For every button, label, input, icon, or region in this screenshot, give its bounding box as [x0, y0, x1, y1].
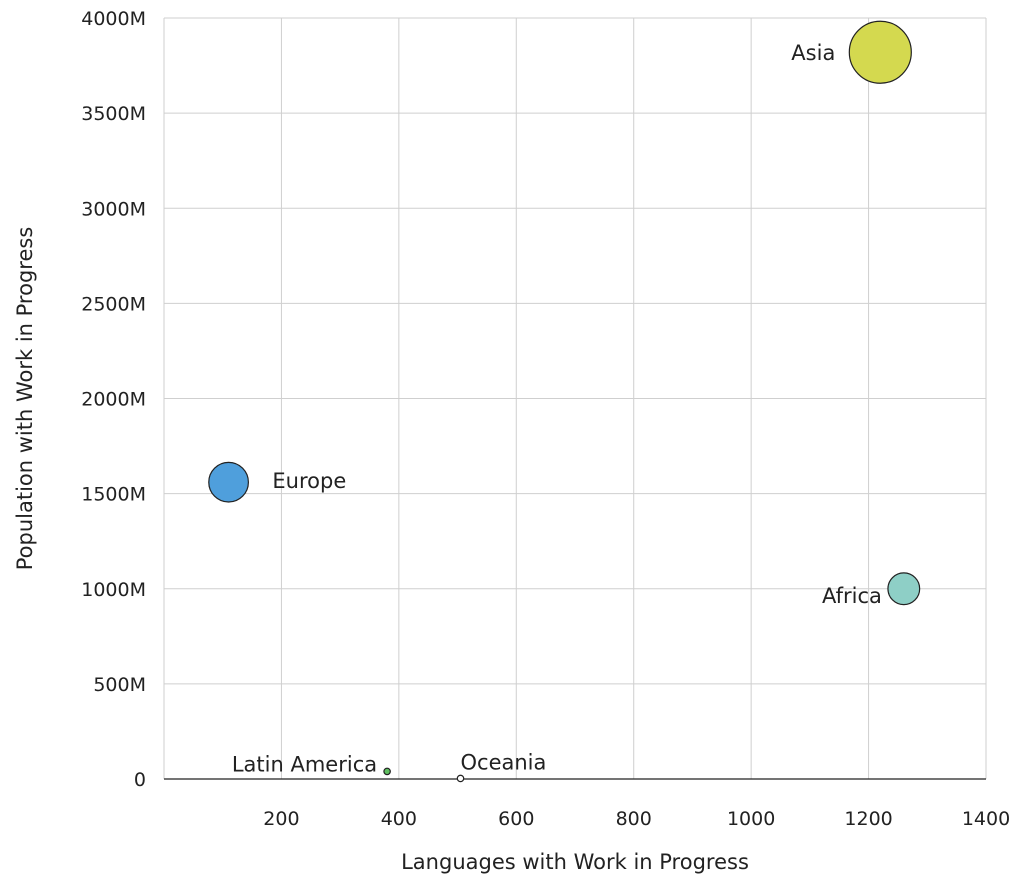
- grid: [163, 17, 987, 779]
- x-tick-label: 400: [381, 808, 417, 830]
- x-axis-title: Languages with Work in Progress: [401, 850, 749, 874]
- point-label-asia: Asia: [791, 41, 835, 65]
- y-axis-title: Population with Work in Progress: [13, 227, 37, 571]
- x-tick-label: 1400: [962, 808, 1010, 830]
- bubble-asia: [848, 20, 912, 84]
- bubble-europe: [208, 461, 249, 503]
- y-tick-label: 2000M: [81, 389, 146, 411]
- point-label-europe: Europe: [272, 469, 346, 493]
- y-tick-label: 4000M: [81, 8, 146, 30]
- y-tick-label: 1000M: [81, 579, 146, 601]
- x-tick-label: 200: [263, 808, 299, 830]
- point-label-oceania: Oceania: [461, 750, 547, 774]
- point-label-africa: Africa: [822, 584, 882, 608]
- point-labels: Asia Europe Africa Latin America Oceania: [232, 41, 882, 776]
- bubble-africa: [887, 572, 921, 606]
- point-label-latin-america: Latin America: [232, 752, 377, 776]
- x-tick-label: 600: [498, 808, 534, 830]
- y-tick-label: 0: [134, 769, 146, 791]
- tick-labels: 200 400 600 800 1000 1200 1400 0 500M 1000M 1500M 2…: [81, 8, 1010, 830]
- y-tick-label: 500M: [93, 674, 146, 696]
- y-tick-label: 1500M: [81, 484, 146, 506]
- bubbles: [208, 20, 921, 783]
- y-tick-label: 2500M: [81, 293, 146, 315]
- y-tick-label: 3000M: [81, 198, 146, 220]
- bubble-oceania: [456, 774, 465, 783]
- bubble-latin-america: [383, 767, 391, 776]
- x-tick-label: 800: [616, 808, 652, 830]
- x-tick-label: 1000: [727, 808, 775, 830]
- y-tick-label: 3500M: [81, 103, 146, 125]
- x-tick-label: 1200: [844, 808, 892, 830]
